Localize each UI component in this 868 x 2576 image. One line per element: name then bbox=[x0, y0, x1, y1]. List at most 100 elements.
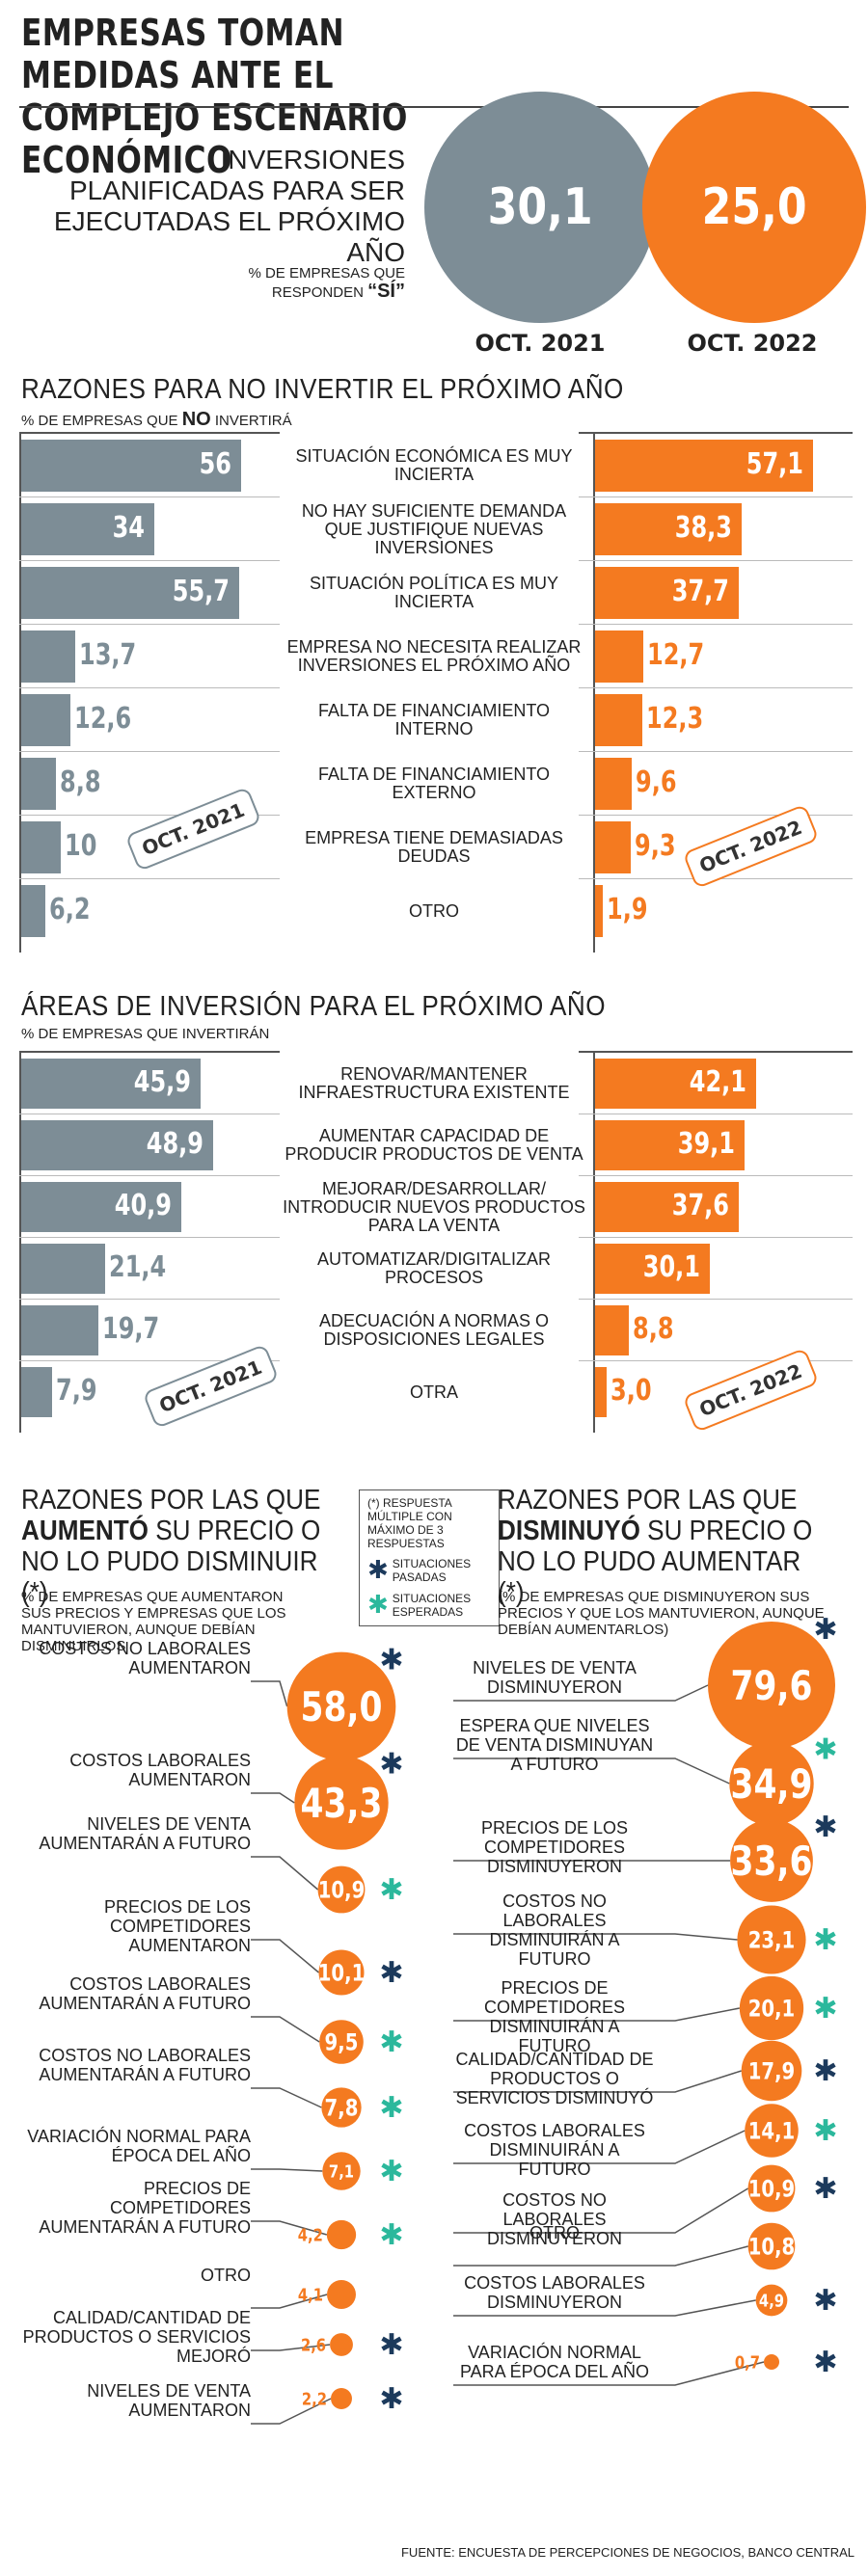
legend-note: (*) RESPUESTA MÚLTIPLE CON MÁXIMO DE 3 R… bbox=[367, 1496, 452, 1550]
reasons-no-subtitle-no: NO bbox=[181, 409, 211, 430]
price-up-connector bbox=[251, 1792, 295, 1804]
reasons-no-bar-2022 bbox=[595, 885, 603, 937]
price-down-bubble-value: 10,8 bbox=[748, 2235, 796, 2261]
reasons-no-subtitle-pre: % DE EMPRESAS QUE bbox=[21, 413, 178, 429]
circle-oct-2022: 25,0 bbox=[642, 92, 866, 323]
areas-value-2022: 3,0 bbox=[610, 1374, 652, 1408]
areas-category-label: MEJORAR/DESARROLLAR/ INTRODUCIR NUEVOS P… bbox=[283, 1178, 585, 1235]
reasons-no-value-2021: 34 bbox=[112, 511, 146, 545]
reasons-no-value-2022: 37,7 bbox=[671, 575, 730, 608]
label-oct-2022: OCT. 2022 bbox=[687, 330, 818, 357]
reasons-no-category-label: EMPRESA NO NECESITA REALIZAR INVERSIONES… bbox=[286, 637, 582, 675]
reasons-no-value-2021: 56 bbox=[199, 447, 231, 481]
price-down-star-past-icon: ✱ bbox=[813, 2172, 837, 2206]
price-up-reason-label: CALIDAD/CANTIDAD DE PRODUCTOS O SERVICIO… bbox=[22, 2308, 251, 2366]
price-down-bubble bbox=[745, 2104, 799, 2158]
price-down-bubble-value: 20,1 bbox=[748, 1997, 796, 2023]
price-down-bubble bbox=[739, 1975, 804, 2041]
reasons-no-row-divider bbox=[19, 878, 280, 879]
price-down-bubble-value: 4,9 bbox=[759, 2291, 784, 2311]
price-down-title-1: RAZONES POR LAS QUE bbox=[498, 1485, 798, 1516]
price-down-bubble-value: 23,1 bbox=[748, 1928, 796, 1954]
price-down-title: RAZONES POR LAS QUE DISMINUYÓ SU PRECIO … bbox=[498, 1485, 827, 1608]
price-down-reason-label: COSTOS NO LABORALES DISMINUIRÁN A FUTURO bbox=[489, 1892, 620, 1969]
reasons-no-subtitle-post: INVERTIRÁ bbox=[214, 413, 292, 429]
reasons-no-row-divider bbox=[19, 560, 280, 561]
areas-bar-2022 bbox=[595, 1059, 756, 1109]
price-up-bubble-value: 58,0 bbox=[301, 1684, 383, 1731]
price-down-bubble bbox=[729, 1741, 814, 1826]
price-up-bubble-value: 4,2 bbox=[298, 2225, 323, 2245]
reasons-no-category-label: SITUACIÓN ECONÓMICA ES MUY INCIERTA bbox=[295, 446, 573, 484]
price-up-reason-label: NIVELES DE VENTA AUMENTARÁN A FUTURO bbox=[39, 1814, 251, 1853]
price-down-bubble bbox=[730, 1819, 813, 1902]
price-up-reason-label: COSTOS LABORALES AUMENTARON bbox=[69, 1751, 251, 1789]
price-down-bubble bbox=[764, 2354, 779, 2370]
price-down-star-past-icon: ✱ bbox=[813, 2054, 837, 2088]
investment-sub-yes: “SÍ” bbox=[367, 281, 405, 302]
areas-value-2022: 42,1 bbox=[689, 1065, 746, 1099]
reasons-no-row-divider bbox=[579, 496, 853, 497]
price-down-reason-label: VARIACIÓN NORMAL PARA ÉPOCA DEL AÑO bbox=[459, 2343, 650, 2381]
reasons-no-bar-2022 bbox=[595, 631, 644, 683]
price-down-star-past-icon: ✱ bbox=[813, 2284, 837, 2318]
reasons-no-category-label: NO HAY SUFICIENTE DEMANDA QUE JUSTIFIQUE… bbox=[301, 500, 567, 557]
legend-past: ✱ SITUACIONES PASADAS bbox=[367, 1556, 491, 1585]
price-down-star-expected-icon: ✱ bbox=[813, 2114, 837, 2148]
price-down-bubble-value: 0,7 bbox=[735, 2352, 760, 2373]
areas-category-label: AUTOMATIZAR/DIGITALIZAR PROCESOS bbox=[316, 1249, 551, 1287]
legend-expected: ✱ SITUACIONES ESPERADAS bbox=[367, 1591, 491, 1620]
price-down-connector bbox=[453, 2361, 765, 2386]
price-down-connector bbox=[453, 1758, 730, 1784]
areas-value-2022: 37,6 bbox=[671, 1189, 729, 1222]
reasons-no-subtitle: % DE EMPRESAS QUE NO INVERTIRÁ bbox=[21, 409, 292, 431]
circle-oct-2021: 30,1 bbox=[424, 92, 656, 323]
reasons-no-row-divider bbox=[19, 751, 280, 752]
price-up-bubble-value: 43,3 bbox=[301, 1781, 383, 1828]
reasons-no-bar-2022 bbox=[595, 758, 632, 810]
areas-bar-2022 bbox=[595, 1367, 607, 1417]
reasons-no-bar-2021 bbox=[21, 694, 71, 746]
reasons-no-value-2021: 6,2 bbox=[49, 893, 91, 926]
areas-category-label: RENOVAR/MANTENER INFRAESTRUCTURA EXISTEN… bbox=[298, 1064, 570, 1102]
areas-row-divider bbox=[579, 1175, 853, 1176]
reasons-no-bar-2022 bbox=[595, 694, 642, 746]
reasons-no-row-divider bbox=[579, 560, 853, 561]
areas-right-axis bbox=[593, 1051, 595, 1433]
areas-bar-2021 bbox=[21, 1182, 182, 1232]
areas-bar-2022 bbox=[595, 1182, 739, 1232]
price-down-reason-label: COSTOS LABORALES DISMINUIRÁN A FUTURO bbox=[464, 2121, 645, 2179]
price-down-star-expected-icon: ✱ bbox=[813, 1992, 837, 2026]
investment-label: INVERSIONES PLANIFICADAS PARA SER EJECUT… bbox=[53, 145, 405, 267]
price-up-connector bbox=[251, 1680, 288, 1707]
areas-left-axis bbox=[19, 1051, 21, 1433]
price-down-star-past-icon: ✱ bbox=[813, 1811, 837, 1844]
price-up-star-expected-icon: ✱ bbox=[379, 2091, 403, 2125]
legend: (*) RESPUESTA MÚLTIPLE CON MÁXIMO DE 3 R… bbox=[359, 1489, 500, 1626]
price-down-bubble bbox=[737, 1905, 806, 1974]
price-up-subtitle: % DE EMPRESAS QUE AUMENTARON SUS PRECIOS… bbox=[21, 1589, 286, 1654]
investment-sub-text: % DE EMPRESAS QUE RESPONDEN bbox=[248, 265, 405, 301]
circle-oct-2021-value: 30,1 bbox=[487, 178, 593, 236]
price-up-star-past-icon: ✱ bbox=[379, 1644, 403, 1677]
areas-bar-2021 bbox=[21, 1059, 202, 1109]
price-down-connector bbox=[453, 1684, 709, 1702]
reasons-no-row-divider bbox=[19, 687, 280, 688]
price-down-reason-label: ESPERA QUE NIVELES DE VENTA DISMINUYAN A… bbox=[455, 1716, 654, 1774]
price-up-title-2: SU PRECIO O NO LO PUDO DISMINUIR (*) bbox=[21, 1516, 321, 1608]
price-up-bubble-value: 10,1 bbox=[318, 1961, 366, 1987]
legend-expected-label: SITUACIONES ESPERADAS bbox=[392, 1592, 472, 1619]
price-up-star-past-icon: ✱ bbox=[379, 1956, 403, 1990]
areas-value-2021: 7,9 bbox=[56, 1374, 97, 1408]
reasons-no-category-label: FALTA DE FINANCIAMIENTO INTERNO bbox=[317, 701, 551, 738]
price-up-connector bbox=[251, 2168, 323, 2172]
reasons-no-row-divider bbox=[19, 496, 280, 497]
price-up-bubble-value: 4,1 bbox=[298, 2285, 323, 2305]
investment-sub: % DE EMPRESAS QUE RESPONDEN “SÍ” bbox=[212, 265, 405, 302]
areas-value-2022: 30,1 bbox=[642, 1250, 701, 1284]
price-down-connector bbox=[453, 2007, 740, 2022]
reasons-no-left-axis bbox=[19, 432, 21, 953]
price-down-bubble-value: 17,9 bbox=[748, 2059, 796, 2085]
price-down-bubble bbox=[747, 2164, 796, 2213]
